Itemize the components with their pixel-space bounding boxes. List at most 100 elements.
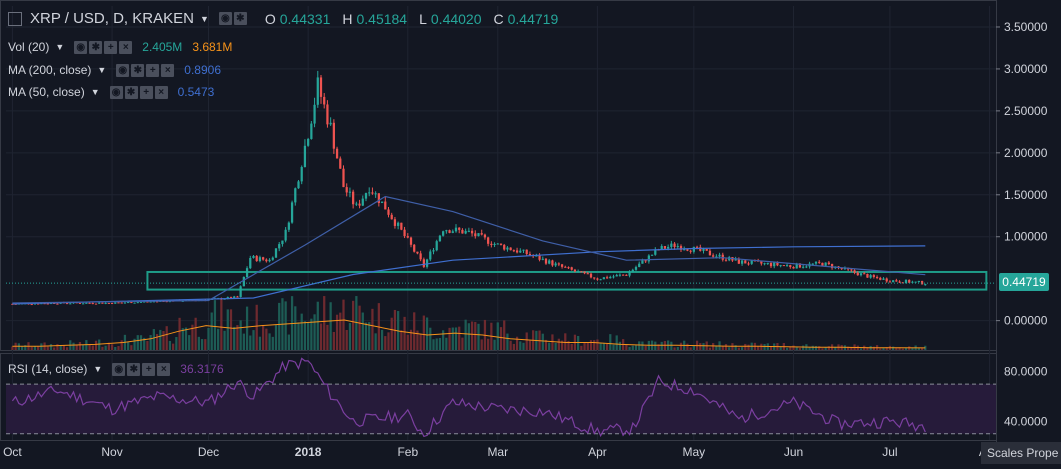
volume-bar	[785, 347, 789, 350]
candle-body	[123, 302, 127, 304]
volume-bar	[618, 341, 622, 350]
candle-body	[91, 303, 94, 305]
volume-bar	[104, 345, 107, 350]
symbol-title[interactable]: XRP / USD, D, KRAKEN	[30, 10, 194, 27]
rsi-tick-label: 40.0000	[1004, 414, 1048, 428]
ma200-indicator-name[interactable]: MA (200, close)	[8, 63, 92, 77]
candle-body	[480, 233, 483, 235]
candle-body	[435, 241, 438, 251]
volume-indicator-name[interactable]: Vol (20)	[8, 40, 50, 54]
candle-body	[544, 258, 548, 264]
time-tick-label: Nov	[101, 445, 122, 459]
candle-body	[785, 265, 789, 267]
volume-bar	[818, 346, 821, 350]
candle-body	[577, 271, 580, 273]
plus-icon[interactable]: +	[139, 85, 153, 99]
candle-body	[744, 260, 747, 264]
volume-bar	[316, 301, 319, 350]
candle-body	[335, 148, 339, 159]
candle-body	[580, 271, 583, 273]
volume-bar	[165, 326, 168, 350]
volume-bar	[461, 337, 464, 350]
volume-bar	[172, 343, 175, 350]
chevron-down-icon[interactable]: ▼	[55, 42, 65, 52]
price-tick-label: 3.50000	[1004, 20, 1048, 34]
candle-body	[908, 279, 911, 283]
volume-bar	[644, 345, 647, 350]
plus-icon[interactable]: +	[146, 63, 160, 77]
chevron-down-icon[interactable]: ▼	[93, 364, 103, 374]
volume-bar	[747, 344, 750, 350]
volume-bar	[506, 333, 509, 350]
gear-icon[interactable]: ✱	[131, 63, 145, 77]
close-icon[interactable]: ×	[161, 63, 175, 77]
volume-bar	[133, 338, 136, 350]
gear-icon[interactable]: ✱	[89, 40, 103, 54]
candle-body	[599, 279, 602, 281]
scales-properties-button[interactable]: Scales Prope	[981, 442, 1061, 464]
chevron-down-icon[interactable]: ▼	[97, 65, 107, 75]
candle-body	[429, 251, 432, 260]
volume-bar	[422, 315, 425, 350]
gear-icon[interactable]: ✱	[127, 362, 141, 376]
eye-icon[interactable]: ◉	[74, 40, 88, 54]
chevron-down-icon[interactable]: ▼	[199, 13, 209, 24]
ma50-line	[12, 195, 926, 304]
gear-icon[interactable]: ✱	[233, 12, 247, 25]
rsi-line	[11, 357, 926, 438]
candle-body	[419, 253, 422, 260]
volume-bar	[355, 296, 358, 350]
close-icon[interactable]: ×	[154, 85, 168, 99]
eye-icon[interactable]: ◉	[218, 12, 232, 25]
plus-icon[interactable]: +	[142, 362, 156, 376]
volume-bar	[352, 300, 355, 350]
volume-bar	[127, 341, 130, 350]
volume-bar	[220, 299, 223, 350]
volume-bar	[480, 339, 483, 350]
eye-icon[interactable]: ◉	[116, 63, 130, 77]
candle-body	[380, 201, 384, 203]
close-icon[interactable]: ×	[119, 40, 133, 54]
candle-body	[442, 231, 445, 236]
volume-bar	[110, 344, 114, 350]
candle-body	[483, 234, 487, 238]
volume-bar	[380, 329, 384, 350]
candle-body	[541, 258, 544, 260]
candle-body	[422, 259, 425, 267]
time-tick-label: May	[683, 445, 706, 459]
candle-body	[249, 257, 252, 269]
eye-icon[interactable]: ◉	[112, 362, 126, 376]
candle-body	[898, 281, 901, 283]
volume-bar	[689, 347, 692, 350]
volume-bar	[419, 333, 422, 350]
candle-body	[920, 281, 924, 285]
volume-bar	[33, 346, 37, 350]
candle-body	[229, 297, 233, 299]
gear-icon[interactable]: ✱	[124, 85, 138, 99]
candle-body	[689, 250, 692, 252]
rsi-indicator-name[interactable]: RSI (14, close)	[8, 362, 88, 376]
candle-body	[792, 266, 795, 269]
volume-bar	[599, 342, 602, 350]
chevron-down-icon[interactable]: ▼	[90, 87, 100, 97]
ma50-indicator-name[interactable]: MA (50, close)	[8, 85, 85, 99]
plus-icon[interactable]: +	[104, 40, 118, 54]
eye-icon[interactable]: ◉	[109, 85, 123, 99]
candle-body	[798, 263, 802, 268]
candle-body	[307, 138, 310, 146]
candle-body	[911, 281, 914, 283]
menu-icon[interactable]	[8, 11, 22, 26]
candle-body	[683, 249, 686, 251]
volume-bar	[265, 328, 268, 350]
candle-body	[737, 258, 740, 264]
volume-bar	[557, 338, 560, 350]
volume-legend: Vol (20) ▼ ◉ ✱ + × 2.405M 3.681M	[8, 40, 232, 54]
volume-bar	[432, 339, 435, 350]
volume-bar	[580, 345, 583, 350]
volume-bar	[789, 346, 792, 350]
close-icon[interactable]: ×	[157, 362, 171, 376]
candle-body	[384, 201, 387, 210]
volume-bar	[917, 348, 920, 350]
